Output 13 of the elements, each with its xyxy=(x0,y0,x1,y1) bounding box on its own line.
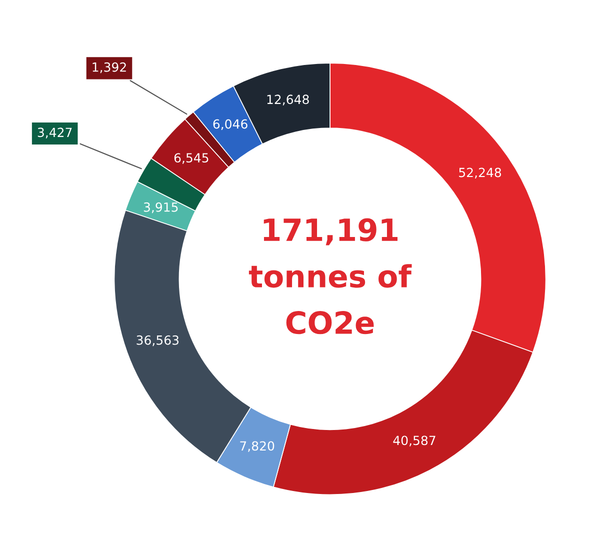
text: tonnes of xyxy=(248,264,412,288)
data-label: 52,248 xyxy=(459,168,502,178)
data-label: 12,648 xyxy=(267,94,309,106)
data-label: 3,915 xyxy=(144,202,178,214)
data-label: 1,392 xyxy=(92,62,126,74)
data-label: 36,563 xyxy=(136,335,179,346)
data-label: 6,545 xyxy=(174,153,208,164)
data-label: 40,587 xyxy=(393,436,436,446)
text: 171,191 xyxy=(264,218,398,246)
data-label: 7,820 xyxy=(240,441,274,452)
data-label: 3,427 xyxy=(38,128,72,138)
text: CO2e xyxy=(286,311,374,334)
data-label: 6,046 xyxy=(213,119,248,130)
